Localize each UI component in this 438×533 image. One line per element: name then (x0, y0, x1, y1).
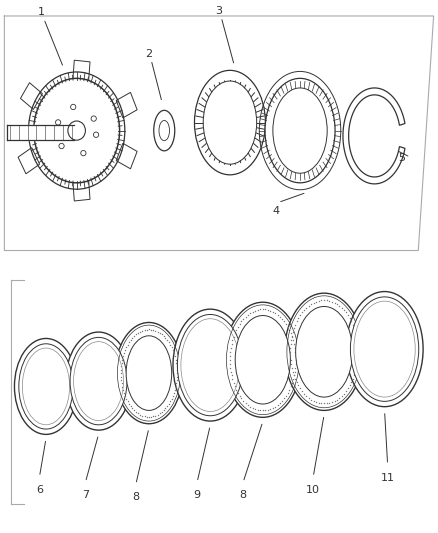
Bar (21, 83, 42, 109)
Ellipse shape (34, 78, 120, 183)
Bar (18, 148, 39, 174)
Text: 10: 10 (306, 485, 320, 495)
Ellipse shape (81, 150, 86, 156)
Ellipse shape (203, 81, 257, 164)
Ellipse shape (126, 336, 172, 410)
Ellipse shape (181, 319, 240, 411)
Text: 8: 8 (240, 490, 247, 500)
Ellipse shape (154, 110, 175, 151)
Ellipse shape (173, 309, 247, 421)
Ellipse shape (224, 302, 301, 417)
Text: 6: 6 (36, 485, 43, 495)
Ellipse shape (91, 116, 96, 122)
Bar (116, 92, 137, 118)
Text: 1: 1 (38, 7, 45, 17)
Text: 11: 11 (381, 473, 395, 483)
Text: 4: 4 (272, 206, 279, 216)
Ellipse shape (74, 342, 124, 421)
Ellipse shape (19, 344, 73, 429)
Ellipse shape (159, 120, 170, 141)
Ellipse shape (71, 104, 76, 110)
Ellipse shape (14, 338, 78, 434)
Ellipse shape (354, 301, 415, 397)
Text: 5: 5 (399, 153, 406, 163)
Ellipse shape (93, 132, 99, 138)
Ellipse shape (296, 306, 353, 397)
Ellipse shape (177, 314, 243, 416)
Ellipse shape (235, 316, 290, 404)
Bar (116, 143, 137, 169)
Ellipse shape (115, 322, 183, 424)
Text: 7: 7 (82, 490, 89, 500)
Ellipse shape (273, 88, 327, 173)
Text: 2: 2 (145, 49, 152, 59)
Ellipse shape (70, 337, 127, 425)
Ellipse shape (57, 98, 118, 172)
Bar (73, 180, 90, 201)
Ellipse shape (346, 292, 423, 407)
Text: 3: 3 (215, 6, 223, 16)
Text: 8: 8 (132, 492, 139, 503)
Ellipse shape (59, 143, 64, 149)
Ellipse shape (68, 121, 85, 140)
Ellipse shape (22, 348, 70, 425)
Ellipse shape (285, 293, 364, 410)
Ellipse shape (66, 332, 131, 430)
Ellipse shape (194, 70, 265, 175)
Polygon shape (343, 88, 405, 184)
Ellipse shape (350, 297, 419, 401)
Ellipse shape (56, 120, 61, 125)
Bar (73, 60, 90, 81)
Ellipse shape (265, 78, 335, 183)
Text: 9: 9 (194, 490, 201, 500)
